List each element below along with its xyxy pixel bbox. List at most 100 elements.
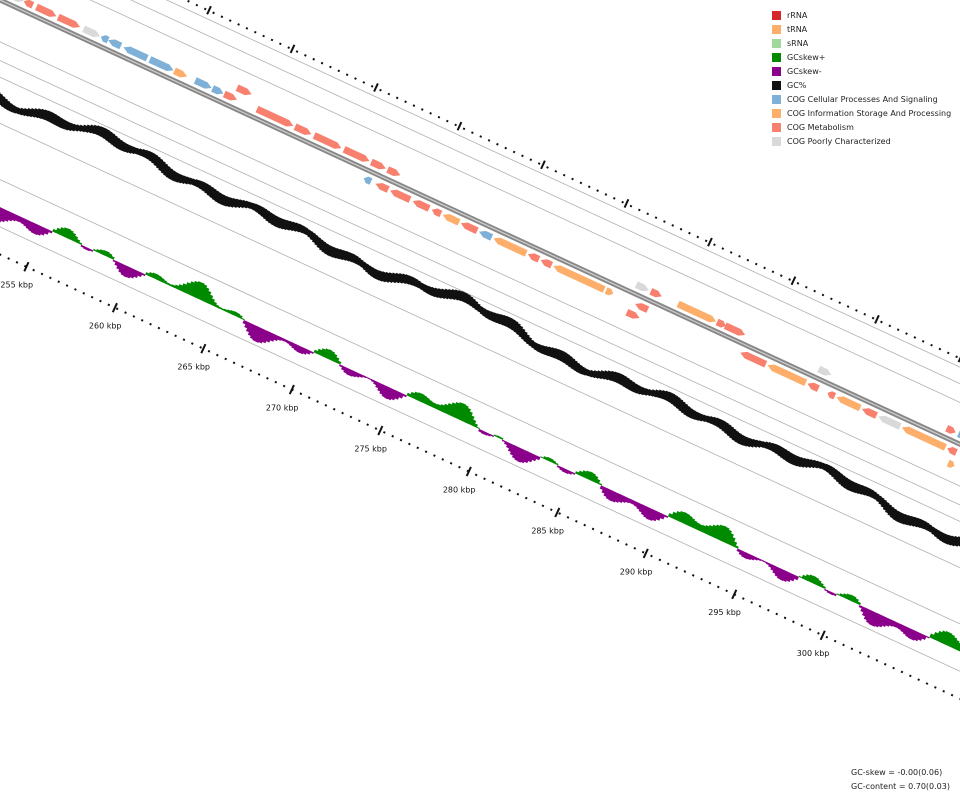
gene-features: [13, 0, 960, 468]
gc-skew-positive-bar: [101, 249, 107, 256]
gc-bar: [579, 366, 586, 375]
gc-skew-negative-bar: [628, 498, 634, 504]
gc-skew-negative-bar: [120, 264, 129, 276]
ruler-dot: [345, 73, 349, 77]
gc-skew-positive-bar: [453, 402, 464, 419]
gc-bar: [933, 529, 941, 538]
scale-dot: [524, 496, 528, 500]
outer-ruler: [187, 0, 960, 363]
gc-skew-positive-bar: [667, 513, 673, 518]
gc-skew-positive-bar: [214, 304, 220, 309]
scale-dot: [683, 570, 687, 573]
gc-bar: [701, 414, 708, 423]
gc-bar: [704, 415, 711, 423]
gene-arrow: [901, 426, 947, 451]
gc-skew-negative-bar: [273, 334, 280, 342]
gc-skew-positive-bar: [499, 436, 504, 440]
legend-item: tRNA: [772, 22, 951, 36]
gc-bar: [381, 271, 390, 283]
gc-skew-positive-bar: [801, 574, 807, 580]
ruler-dot: [521, 154, 524, 158]
legend-label: sRNA: [787, 38, 809, 48]
gc-skew-positive-bar: [185, 281, 195, 295]
scale-dot: [307, 396, 311, 399]
gene-arrow: [412, 200, 431, 212]
scale-dot: [140, 319, 144, 322]
gc-bar: [324, 244, 332, 255]
legend-item: GCskew+: [772, 50, 951, 64]
gc-bar: [130, 146, 138, 155]
gene-arrow: [193, 77, 212, 89]
gene-arrow: [767, 364, 808, 386]
gc-bar: [639, 387, 647, 396]
gc-skew-negative-bar: [736, 548, 741, 553]
gc-bar: [171, 171, 179, 182]
legend-item: rRNA: [772, 8, 951, 22]
gc-skew-negative-bar: [782, 571, 791, 582]
scale-dot: [441, 458, 445, 461]
ruler-dot: [262, 34, 265, 38]
legend-swatch: [772, 52, 781, 62]
gc-skew-negative-bar: [345, 368, 352, 376]
gc-skew-negative-bar: [299, 346, 306, 355]
gc-skew-positive-bar: [810, 575, 817, 584]
gc-skew-negative-bar: [634, 501, 640, 508]
gc-skew-positive-bar: [316, 348, 323, 356]
gc-skew-positive-bar: [850, 595, 857, 603]
ruler-dot: [404, 100, 407, 104]
scale-major-tick: [377, 425, 384, 436]
gc-skew-negative-bar: [501, 439, 506, 443]
gc-bar: [262, 209, 270, 220]
guide-line: [0, 122, 960, 569]
gc-skew-negative-bar: [486, 432, 492, 437]
gc-bar: [531, 341, 537, 349]
scale-dot: [115, 307, 119, 311]
scale-dot: [783, 616, 787, 620]
gc-bar: [469, 298, 476, 307]
scale-dot: [7, 257, 10, 260]
gc-skew-positive-bar: [145, 272, 150, 276]
gc-skew-negative-bar: [907, 629, 916, 640]
scale-dot: [883, 662, 887, 666]
gc-skew-negative-bar: [245, 322, 254, 333]
gc-bar: [143, 149, 150, 159]
ruler-dot: [562, 173, 566, 177]
scale-dot: [40, 272, 44, 276]
gc-bar: [388, 272, 397, 284]
gc-skew-positive-bar: [728, 537, 736, 547]
gc-skew-positive-bar: [447, 402, 456, 416]
gc-bar: [24, 108, 32, 117]
scale-dot: [833, 639, 837, 643]
gc-skew-positive-bar: [55, 227, 61, 235]
scale-dot: [399, 438, 403, 442]
gc-skew-negative-bar: [4, 211, 12, 222]
gc-bar: [931, 527, 938, 536]
scale-dot: [483, 477, 486, 481]
gc-skew-positive-bar: [333, 356, 340, 364]
scale-dot: [616, 539, 620, 542]
ruler-dot: [663, 220, 666, 223]
gc-bar: [370, 268, 378, 278]
scale-dot: [691, 574, 695, 577]
gc-skew-positive-bar: [682, 513, 691, 525]
legend-label: GC%: [787, 80, 807, 90]
gc-skew-negative-bar: [917, 633, 924, 641]
ruler-major-tick: [790, 276, 797, 286]
gc-skew-negative-bar: [652, 510, 660, 522]
scale-dot: [817, 632, 820, 635]
gc-bar: [223, 196, 231, 207]
gc-skew-positive-bar: [496, 435, 501, 439]
guide-line: [0, 41, 960, 487]
gc-bar: [588, 369, 595, 378]
gc-bar: [643, 388, 650, 396]
gc-skew-positive-bar: [592, 475, 599, 483]
gc-skew-negative-bar: [48, 229, 53, 234]
gc-skew-positive-bar: [731, 541, 738, 548]
scale-label: 285 kbp: [531, 526, 564, 535]
legend-label: tRNA: [787, 24, 808, 34]
gene-arrow: [946, 459, 955, 468]
gc-skew-positive-bar: [813, 577, 820, 585]
guide-line: [165, 0, 960, 368]
gc-bar: [665, 391, 673, 402]
scale-major-tick: [642, 548, 649, 559]
